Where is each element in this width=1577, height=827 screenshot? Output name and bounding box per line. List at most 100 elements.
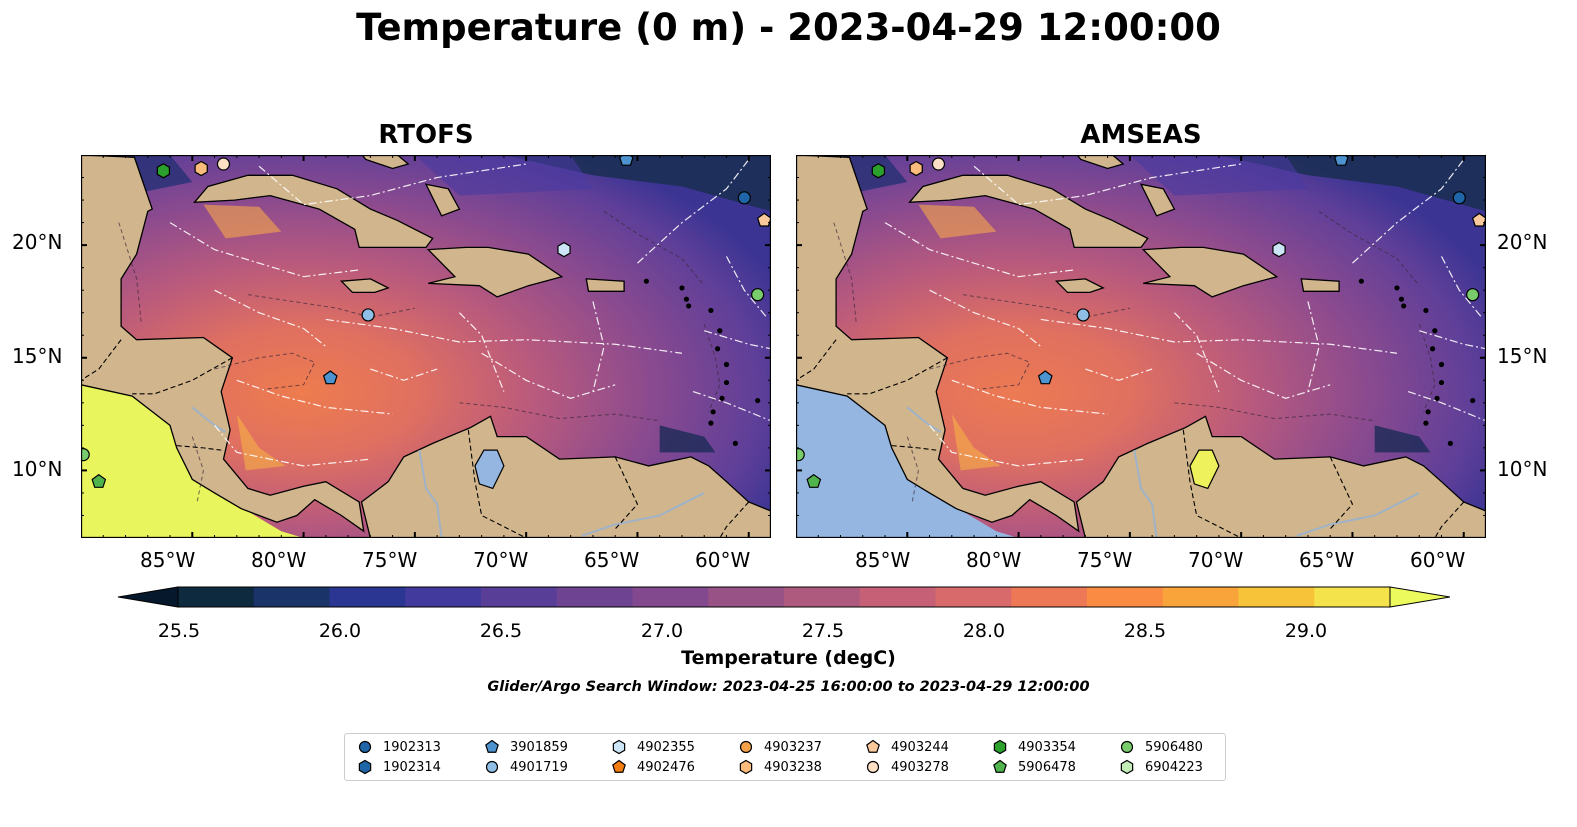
legend-label: 1902314 <box>383 759 441 775</box>
colorbar-tick-label: 27.0 <box>640 620 684 642</box>
legend-item: 1902314 <box>357 757 441 777</box>
colorbar-tick-label: 27.5 <box>801 620 845 642</box>
float-marker-5906480 <box>1466 288 1480 302</box>
land-hispaniola <box>1141 246 1279 298</box>
float-marker-1902313 <box>1452 191 1466 205</box>
land-bahamas1 <box>1076 155 1125 170</box>
colorbar-tick-label: 29.0 <box>1284 620 1328 642</box>
land-centralAmerica <box>81 155 365 533</box>
legend-marker-hexagon <box>1120 759 1134 775</box>
float-marker-4903238 <box>909 160 923 177</box>
float-marker-4903278 <box>216 157 231 171</box>
legend-item: 4901719 <box>484 757 568 777</box>
lat-tick-label-right: 20°N <box>1497 230 1548 254</box>
legend-item: 4903278 <box>865 757 949 777</box>
panel-title-rtofs: RTOFS <box>378 120 474 150</box>
legend-label: 1902313 <box>383 739 441 755</box>
float-marker-5906480 <box>81 448 90 462</box>
legend-label: 4903237 <box>764 739 822 755</box>
legend-item: 4903237 <box>738 737 822 757</box>
colorbar-tick-label: 28.0 <box>962 620 1006 642</box>
colorbar-segment <box>708 587 785 607</box>
legend-marker-circle <box>1120 740 1134 754</box>
colorbar-tick-label: 26.0 <box>318 620 362 642</box>
lon-tick-label: 80°W <box>251 548 307 572</box>
land-cuba <box>193 174 434 249</box>
colorbar-segment <box>935 587 1012 607</box>
map-panel-amseas <box>796 155 1486 538</box>
legend-marker-pentagon <box>612 759 626 773</box>
colorbar-label: Temperature (degC) <box>681 647 896 669</box>
lat-tick-label: 20°N <box>12 230 63 254</box>
colorbar-segment <box>632 587 709 607</box>
land-jamaica <box>339 278 390 294</box>
colorbar-tick-label: 26.5 <box>479 620 523 642</box>
float-marker-3901859 <box>1333 155 1349 166</box>
legend-item: 3901859 <box>484 737 568 757</box>
main-title: Temperature (0 m) - 2023-04-29 12:00:00 <box>356 6 1221 49</box>
legend-item: 4903354 <box>992 737 1076 757</box>
legend-marker-pentagon <box>866 739 880 753</box>
lon-tick-label: 80°W <box>966 548 1022 572</box>
legend-item: 4903244 <box>865 737 949 757</box>
float-marker-4902355 <box>557 241 571 258</box>
pacific-ocean-field <box>81 384 304 538</box>
colorbar-segment <box>1238 587 1315 607</box>
colorbar-segment <box>329 587 406 607</box>
legend-label: 4902476 <box>637 759 695 775</box>
colorbar-tick-label: 25.5 <box>157 620 201 642</box>
float-marker-3901859 <box>322 370 338 385</box>
lat-tick-label-right: 10°N <box>1497 457 1548 481</box>
legend-marker-hexagon <box>993 739 1007 755</box>
float-marker-3901859 <box>1037 370 1053 385</box>
colorbar <box>117 586 1450 608</box>
colorbar-segment <box>556 587 633 607</box>
float-marker-5906478 <box>91 473 107 488</box>
float-marker-1902313 <box>737 191 751 205</box>
legend-marker-hexagon <box>358 759 372 775</box>
legend-marker-circle <box>739 740 753 754</box>
legend-label: 6904223 <box>1145 759 1203 775</box>
colorbar-tick-label: 28.5 <box>1123 620 1167 642</box>
colorbar-extend-min <box>117 586 179 608</box>
land-bahamas2 <box>424 183 461 217</box>
lon-tick-label: 70°W <box>1188 548 1244 572</box>
legend-label: 3901859 <box>510 739 568 755</box>
legend-marker-circle <box>485 760 499 774</box>
lon-tick-label: 85°W <box>140 548 196 572</box>
lon-tick-label: 70°W <box>473 548 529 572</box>
legend-label: 4903244 <box>891 739 949 755</box>
land-hispaniola <box>426 246 564 298</box>
lon-tick-label: 60°W <box>1410 548 1466 572</box>
lat-tick-label: 15°N <box>12 344 63 368</box>
legend-label: 4903238 <box>764 759 822 775</box>
float-marker-5906480 <box>751 288 765 302</box>
map-panel-rtofs <box>81 155 771 538</box>
colorbar-segment <box>1314 587 1391 607</box>
float-marker-5906480 <box>796 448 805 462</box>
lon-tick-label: 85°W <box>855 548 911 572</box>
lake-maracaibo <box>1189 449 1220 490</box>
land-cuba <box>908 174 1149 249</box>
legend-item: 5906480 <box>1119 737 1203 757</box>
search-window-subtitle: Glider/Argo Search Window: 2023-04-25 16… <box>487 679 1090 695</box>
lat-tick-label-right: 15°N <box>1497 344 1548 368</box>
lon-tick-label: 65°W <box>1299 548 1355 572</box>
land-bahamas1 <box>361 155 410 170</box>
lon-tick-label: 65°W <box>584 548 640 572</box>
float-marker-5906478 <box>806 473 822 488</box>
legend-marker-hexagon <box>612 739 626 755</box>
colorbar-extend-max <box>1389 586 1450 608</box>
float-marker-4903354 <box>156 163 171 179</box>
land-puertoRico <box>1300 278 1340 292</box>
float-marker-4903354 <box>871 163 886 179</box>
legend-item: 6904223 <box>1119 757 1203 777</box>
float-marker-4901719 <box>361 308 375 322</box>
panel-title-amseas: AMSEAS <box>1080 120 1202 150</box>
float-marker-3901859 <box>618 155 634 166</box>
legend-label: 4903278 <box>891 759 949 775</box>
legend-label: 4903354 <box>1018 739 1076 755</box>
float-marker-4902355 <box>1272 241 1286 258</box>
legend-marker-circle <box>358 740 372 754</box>
legend-label: 4902355 <box>637 739 695 755</box>
